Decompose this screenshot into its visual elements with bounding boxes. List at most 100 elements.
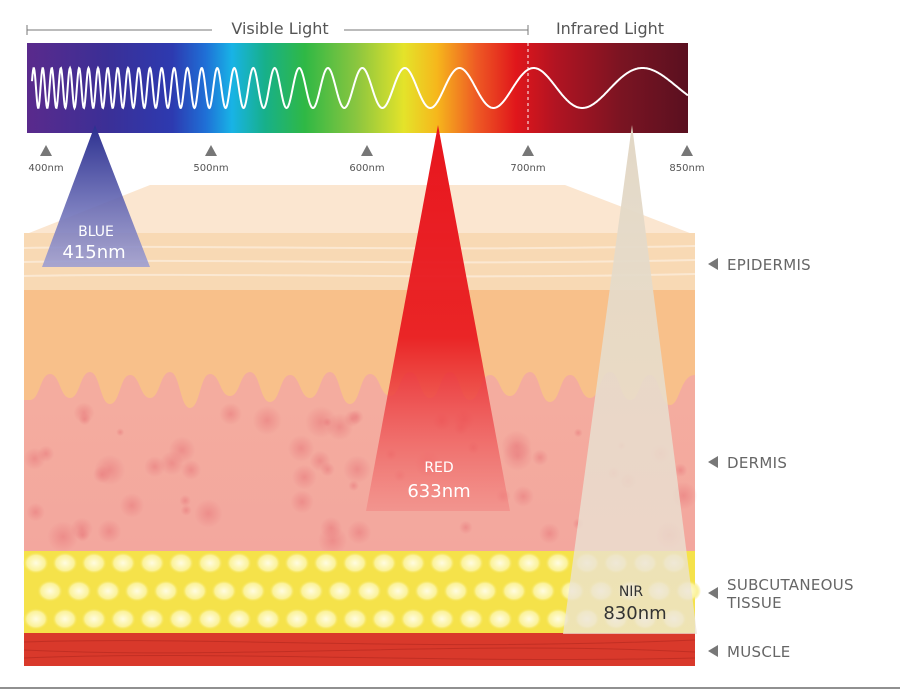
tick-600: 600nm [349, 145, 385, 174]
dermis-spot [292, 464, 317, 490]
label-epidermis: EPIDERMIS [708, 256, 811, 274]
fat-cell [197, 552, 223, 574]
fat-cell [356, 580, 382, 602]
tick-label: 700nm [510, 163, 545, 174]
fat-cell [153, 580, 179, 602]
dermis-spot [219, 402, 242, 426]
blue-beam-cone [42, 125, 150, 267]
tick-400: 400nm [28, 145, 64, 174]
fat-cell [139, 608, 165, 630]
red-beam-cone [366, 125, 510, 511]
fat-cell [284, 552, 310, 574]
wave-line [31, 65, 689, 111]
epidermis-surface [24, 185, 695, 235]
fat-cell [81, 608, 107, 630]
dermis-spot [512, 485, 534, 508]
tick-label: 500nm [193, 163, 228, 174]
fat-cell [168, 608, 194, 630]
dermis-spot [459, 520, 473, 535]
dermis-spot [539, 523, 561, 544]
beam-blue: BLUE 415nm [42, 125, 150, 267]
layer-label: EPIDERMIS [727, 256, 811, 274]
fat-cell [298, 580, 324, 602]
muscle-layer [24, 633, 695, 666]
fat-cell [414, 580, 440, 602]
fat-cell [371, 552, 397, 574]
nir-beam-cone [563, 125, 697, 634]
fat-cell [458, 608, 484, 630]
dermis-spot [287, 435, 315, 462]
dermis-spot [309, 450, 331, 472]
fat-cell [23, 552, 49, 574]
layer-label: MUSCLE [727, 643, 791, 661]
fat-cell [95, 580, 121, 602]
fat-cell [385, 580, 411, 602]
dermis-spot [290, 490, 314, 514]
dermis-spot [531, 449, 549, 466]
fat-cell [226, 608, 252, 630]
beam-name: BLUE [78, 224, 114, 240]
spectrum-bar [27, 43, 688, 133]
fat-cell [110, 552, 136, 574]
fat-cell [458, 552, 484, 574]
label-subcutaneous: SUBCUTANEOUS TISSUE [708, 576, 854, 612]
beam-nir: NIR 830nm [563, 125, 697, 634]
dermis-spot [347, 520, 372, 545]
dermis-spot [93, 465, 111, 484]
fat-cell [37, 580, 63, 602]
fat-cell [66, 580, 92, 602]
beam-wavelength: 830nm [603, 603, 666, 624]
tick-850: 850nm [669, 145, 705, 174]
dermis-spot [116, 428, 125, 437]
dermis-spot [78, 413, 91, 426]
fat-cell [255, 552, 281, 574]
dermis-spot [343, 455, 372, 484]
fat-cell [269, 580, 295, 602]
fat-cell [313, 608, 339, 630]
dermis-spot [47, 521, 79, 553]
fat-cell [516, 608, 542, 630]
dermis-spot [180, 504, 192, 516]
fat-cell [530, 580, 556, 602]
fat-cell [443, 580, 469, 602]
dermis-spot [502, 440, 533, 471]
fat-cell [516, 552, 542, 574]
fat-cell [197, 608, 223, 630]
fat-cell [23, 608, 49, 630]
dermis-spot [23, 447, 46, 470]
visible-light-label: Visible Light [231, 19, 328, 38]
dermis-spot [344, 410, 361, 428]
muscle-fibers [23, 639, 696, 661]
fat-cell [342, 608, 368, 630]
dermis-spot [168, 436, 196, 464]
fat-cell [313, 552, 339, 574]
infrared-light-label: Infrared Light [556, 19, 664, 38]
tick-500: 500nm [193, 145, 229, 174]
layer-labels: EPIDERMIS DERMIS SUBCUTANEOUS TISSUE MUS… [708, 256, 854, 661]
dermis-spot [75, 528, 90, 542]
tick-label: 850nm [669, 163, 704, 174]
dermis-spot [318, 526, 348, 556]
fat-cell [52, 608, 78, 630]
fat-cell [110, 608, 136, 630]
dermis-spot [252, 405, 282, 435]
fat-cell [472, 580, 498, 602]
beam-wavelength: 415nm [62, 242, 125, 263]
fat-cell [327, 580, 353, 602]
fat-cell [487, 552, 513, 574]
wavelength-ticks: 400nm 500nm 600nm 700nm 850nm [28, 145, 705, 174]
fat-cell [342, 552, 368, 574]
beam-wavelength: 633nm [407, 481, 470, 502]
fat-cell [139, 552, 165, 574]
layer-label-line2: TISSUE [726, 594, 782, 612]
fat-cell [400, 552, 426, 574]
layer-label: DERMIS [727, 454, 787, 472]
tick-label: 600nm [349, 163, 384, 174]
beam-name: RED [424, 460, 453, 476]
fat-cell [400, 608, 426, 630]
spectrum-header: Visible Light Infrared Light [26, 19, 664, 38]
tick-700: 700nm [510, 145, 546, 174]
label-muscle: MUSCLE [708, 643, 791, 661]
fat-cell [168, 552, 194, 574]
dermis-papillae [24, 290, 695, 408]
